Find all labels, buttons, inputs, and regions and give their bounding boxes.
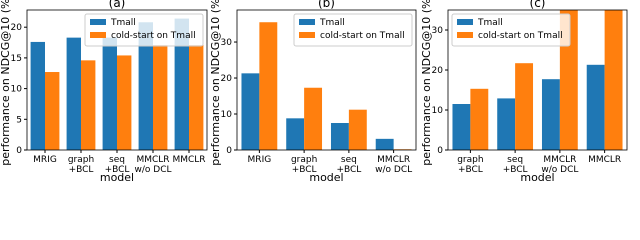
y-axis-label: performance on NDCG@10 (%) (420, 0, 433, 166)
legend-swatch (299, 32, 315, 38)
legend-label: cold-start on Tmall (111, 31, 196, 41)
bar (174, 18, 189, 150)
legend-swatch (457, 32, 473, 38)
legend-box (293, 13, 413, 47)
bar (30, 41, 45, 150)
y-tick-label: 15 (11, 54, 22, 64)
x-axis-label: model (100, 171, 134, 184)
bar (348, 109, 367, 150)
bar (153, 45, 168, 150)
legend-label: Tmall (319, 18, 345, 28)
chart-title: (c) (530, 0, 546, 10)
x-tick-label: MMCLR (172, 155, 205, 165)
bar (497, 98, 516, 150)
x-axis-label: model (520, 171, 554, 184)
legend-label: Tmall (477, 18, 503, 28)
bar (117, 55, 132, 150)
bar (470, 88, 489, 150)
legend-swatch (299, 19, 315, 25)
bar (189, 45, 204, 150)
x-axis-label: model (309, 171, 343, 184)
bar (586, 64, 605, 150)
legend-swatch (90, 19, 106, 25)
y-axis-label: performance on NDCG@10 (%) (0, 0, 12, 166)
y-tick-label: 30 (432, 26, 444, 36)
bar (102, 37, 117, 150)
legend-label: cold-start on Tmall (478, 31, 563, 41)
legend-swatch (90, 32, 106, 38)
y-tick-label: 10 (432, 106, 444, 116)
bar (304, 87, 323, 150)
bar (241, 73, 260, 150)
legend-box (84, 13, 204, 47)
bar (138, 22, 153, 150)
bar (66, 37, 81, 150)
bar (45, 72, 60, 150)
legend-label: Tmall (110, 18, 136, 28)
chart-title: (a) (109, 0, 126, 10)
x-tick-label: graph +BCL (457, 155, 483, 175)
x-tick-label: seq +BCL (105, 155, 130, 175)
y-tick-label: 0 (437, 146, 443, 156)
axes-frame (26, 9, 208, 151)
x-tick-label: MMCLR w/o DCL (375, 155, 412, 175)
y-axis-label: performance on NDCG@10 (%) (209, 0, 222, 166)
x-tick-label: seq +BCL (336, 155, 361, 175)
x-tick-label: graph +BCL (68, 155, 94, 175)
x-tick-label: MMCLR (588, 155, 621, 165)
y-tick-label: 10 (11, 85, 23, 95)
chart-title: (b) (318, 0, 335, 10)
y-tick-label: 20 (221, 74, 233, 84)
legend-label: cold-start on Tmall (320, 31, 405, 41)
bar (515, 63, 534, 150)
x-tick-label: MRIG (248, 155, 272, 165)
y-tick-label: 20 (11, 23, 23, 33)
legend-box (451, 13, 571, 47)
y-tick-label: 5 (16, 115, 22, 125)
axes-frame (447, 9, 628, 151)
figure: (a) performance on NDCG@10 (%) model 0 5 10 15… (0, 0, 628, 184)
bar (604, 10, 623, 150)
x-tick-label: graph +BCL (291, 155, 317, 175)
x-tick-label: MMCLR w/o DCL (135, 155, 172, 175)
bar (286, 118, 305, 150)
y-tick-label: 0 (16, 146, 22, 156)
y-tick-label: 0 (226, 146, 232, 156)
y-tick-label: 10 (221, 110, 233, 120)
bar (541, 79, 560, 150)
x-tick-label: MRIG (33, 155, 57, 165)
bar (452, 104, 471, 150)
y-tick-label: 20 (432, 66, 444, 76)
axes-frame (236, 9, 417, 151)
bar (375, 138, 394, 150)
legend-swatch (457, 19, 473, 25)
x-tick-label: seq +BCL (503, 155, 528, 175)
bar (259, 22, 278, 150)
y-tick-label: 30 (221, 38, 233, 48)
bar (330, 123, 349, 150)
x-tick-label: MMCLR w/o DCL (541, 155, 578, 175)
bar (81, 60, 96, 150)
